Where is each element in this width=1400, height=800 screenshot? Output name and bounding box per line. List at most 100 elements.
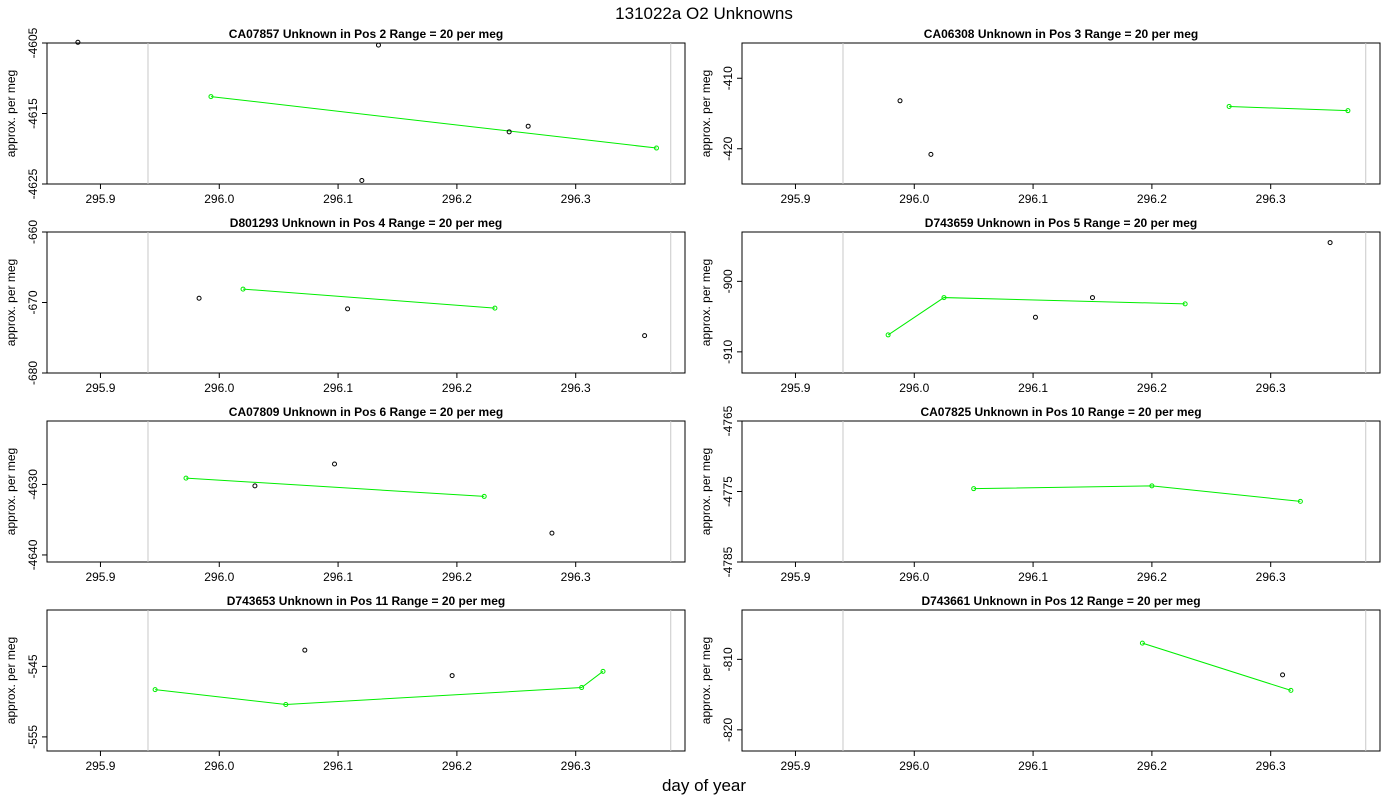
panels-container: CA07857 Unknown in Pos 2 Range = 20 per … — [4, 27, 1381, 773]
y-tick-label: -4785 — [721, 546, 735, 577]
x-tick-label: 296.2 — [442, 759, 472, 773]
x-tick-label: 296.3 — [561, 192, 591, 206]
x-tick-label: 296.2 — [1137, 570, 1167, 584]
x-tick-label: 296.0 — [899, 381, 929, 395]
plot-frame — [741, 609, 1381, 752]
data-point — [506, 129, 512, 135]
x-tick-label: 296.2 — [442, 192, 472, 206]
page-title: 131022a O2 Unknowns — [615, 4, 793, 23]
x-tick-label: 296.2 — [442, 570, 472, 584]
data-point — [252, 483, 258, 489]
x-tick-label: 296.0 — [899, 570, 929, 584]
y-tick-label: -4765 — [721, 405, 735, 436]
series-line — [210, 96, 657, 149]
y-tick-label: -660 — [26, 220, 40, 244]
x-tick-label: 296.0 — [204, 192, 234, 206]
x-axis-label: day of year — [662, 776, 746, 795]
data-point — [302, 647, 308, 653]
panel-title: D743653 Unknown in Pos 11 Range = 20 per… — [227, 594, 505, 608]
data-point — [928, 151, 934, 157]
y-tick-label: -670 — [26, 290, 40, 314]
x-tick-label: 295.9 — [85, 759, 115, 773]
y-axis-label: approx. per meg — [699, 637, 713, 724]
y-tick-label: -4775 — [721, 476, 735, 507]
x-tick-label: 295.9 — [780, 570, 810, 584]
line-point — [1288, 687, 1294, 693]
x-tick-label: 296.3 — [1256, 759, 1286, 773]
y-tick-label: -680 — [26, 361, 40, 385]
data-point — [642, 333, 648, 339]
series-line — [242, 288, 495, 309]
series-line — [1229, 105, 1348, 112]
x-tick-label: 296.0 — [899, 192, 929, 206]
plot-frame — [46, 42, 686, 185]
y-tick-label: -820 — [721, 718, 735, 742]
series-line — [185, 477, 485, 497]
y-tick-label: -555 — [26, 725, 40, 749]
line-point — [653, 145, 659, 151]
x-tick-label: 296.3 — [1256, 570, 1286, 584]
panel-title: D801293 Unknown in Pos 4 Range = 20 per … — [230, 216, 502, 230]
plot-frame — [46, 420, 686, 563]
panel-8: D743661 Unknown in Pos 12 Range = 20 per… — [699, 594, 1381, 773]
line-point — [492, 305, 498, 311]
panel-title: CA07825 Unknown in Pos 10 Range = 20 per… — [920, 405, 1201, 419]
line-point — [885, 332, 891, 338]
plot-frame — [46, 609, 686, 752]
panel-5: CA07809 Unknown in Pos 6 Range = 20 per … — [4, 405, 686, 584]
line-point — [579, 685, 585, 691]
x-tick-label: 295.9 — [780, 381, 810, 395]
x-tick-label: 295.9 — [780, 759, 810, 773]
plot-frame — [741, 42, 1381, 185]
y-tick-label: -900 — [721, 269, 735, 293]
x-tick-label: 296.3 — [561, 570, 591, 584]
line-point — [283, 701, 289, 707]
panel-title: D743659 Unknown in Pos 5 Range = 20 per … — [925, 216, 1197, 230]
x-tick-label: 296.2 — [1137, 381, 1167, 395]
panel-6: CA07825 Unknown in Pos 10 Range = 20 per… — [699, 405, 1381, 584]
x-tick-label: 296.0 — [204, 381, 234, 395]
x-tick-label: 296.3 — [561, 759, 591, 773]
line-point — [1297, 498, 1303, 504]
line-point — [240, 286, 246, 292]
data-point — [1280, 672, 1286, 678]
line-point — [1182, 301, 1188, 307]
data-point — [196, 295, 202, 301]
line-point — [1149, 483, 1155, 489]
data-point — [449, 673, 455, 679]
data-point — [1327, 240, 1333, 246]
line-point — [183, 475, 189, 481]
plot-frame — [741, 231, 1381, 374]
y-tick-label: -545 — [26, 654, 40, 678]
x-tick-label: 296.1 — [323, 570, 353, 584]
data-point — [549, 530, 555, 536]
series-line — [887, 297, 1186, 336]
line-point — [1226, 103, 1232, 109]
panel-title: CA07857 Unknown in Pos 2 Range = 20 per … — [229, 27, 503, 41]
panel-3: D801293 Unknown in Pos 4 Range = 20 per … — [4, 216, 686, 395]
plot-frame — [46, 231, 686, 374]
line-point — [208, 94, 214, 100]
y-axis-label: approx. per meg — [4, 637, 18, 724]
y-tick-label: -4615 — [26, 98, 40, 129]
data-point — [375, 42, 381, 48]
y-tick-label: -4625 — [26, 168, 40, 199]
x-tick-label: 295.9 — [85, 381, 115, 395]
x-tick-label: 296.1 — [1018, 570, 1048, 584]
line-point — [971, 486, 977, 492]
series-line — [155, 670, 604, 705]
series-line — [1142, 642, 1292, 691]
y-axis-label: approx. per meg — [699, 259, 713, 346]
panel-title: CA06308 Unknown in Pos 3 Range = 20 per … — [924, 27, 1198, 41]
line-point — [1345, 108, 1351, 114]
x-tick-label: 296.3 — [561, 381, 591, 395]
y-tick-label: -420 — [721, 136, 735, 160]
data-point — [1032, 314, 1038, 320]
panel-2: CA06308 Unknown in Pos 3 Range = 20 per … — [699, 27, 1381, 206]
panel-7: D743653 Unknown in Pos 11 Range = 20 per… — [4, 594, 686, 773]
y-axis-label: approx. per meg — [699, 448, 713, 535]
x-tick-label: 296.1 — [1018, 192, 1048, 206]
data-point — [332, 461, 338, 467]
x-tick-label: 296.0 — [204, 759, 234, 773]
line-point — [481, 493, 487, 499]
